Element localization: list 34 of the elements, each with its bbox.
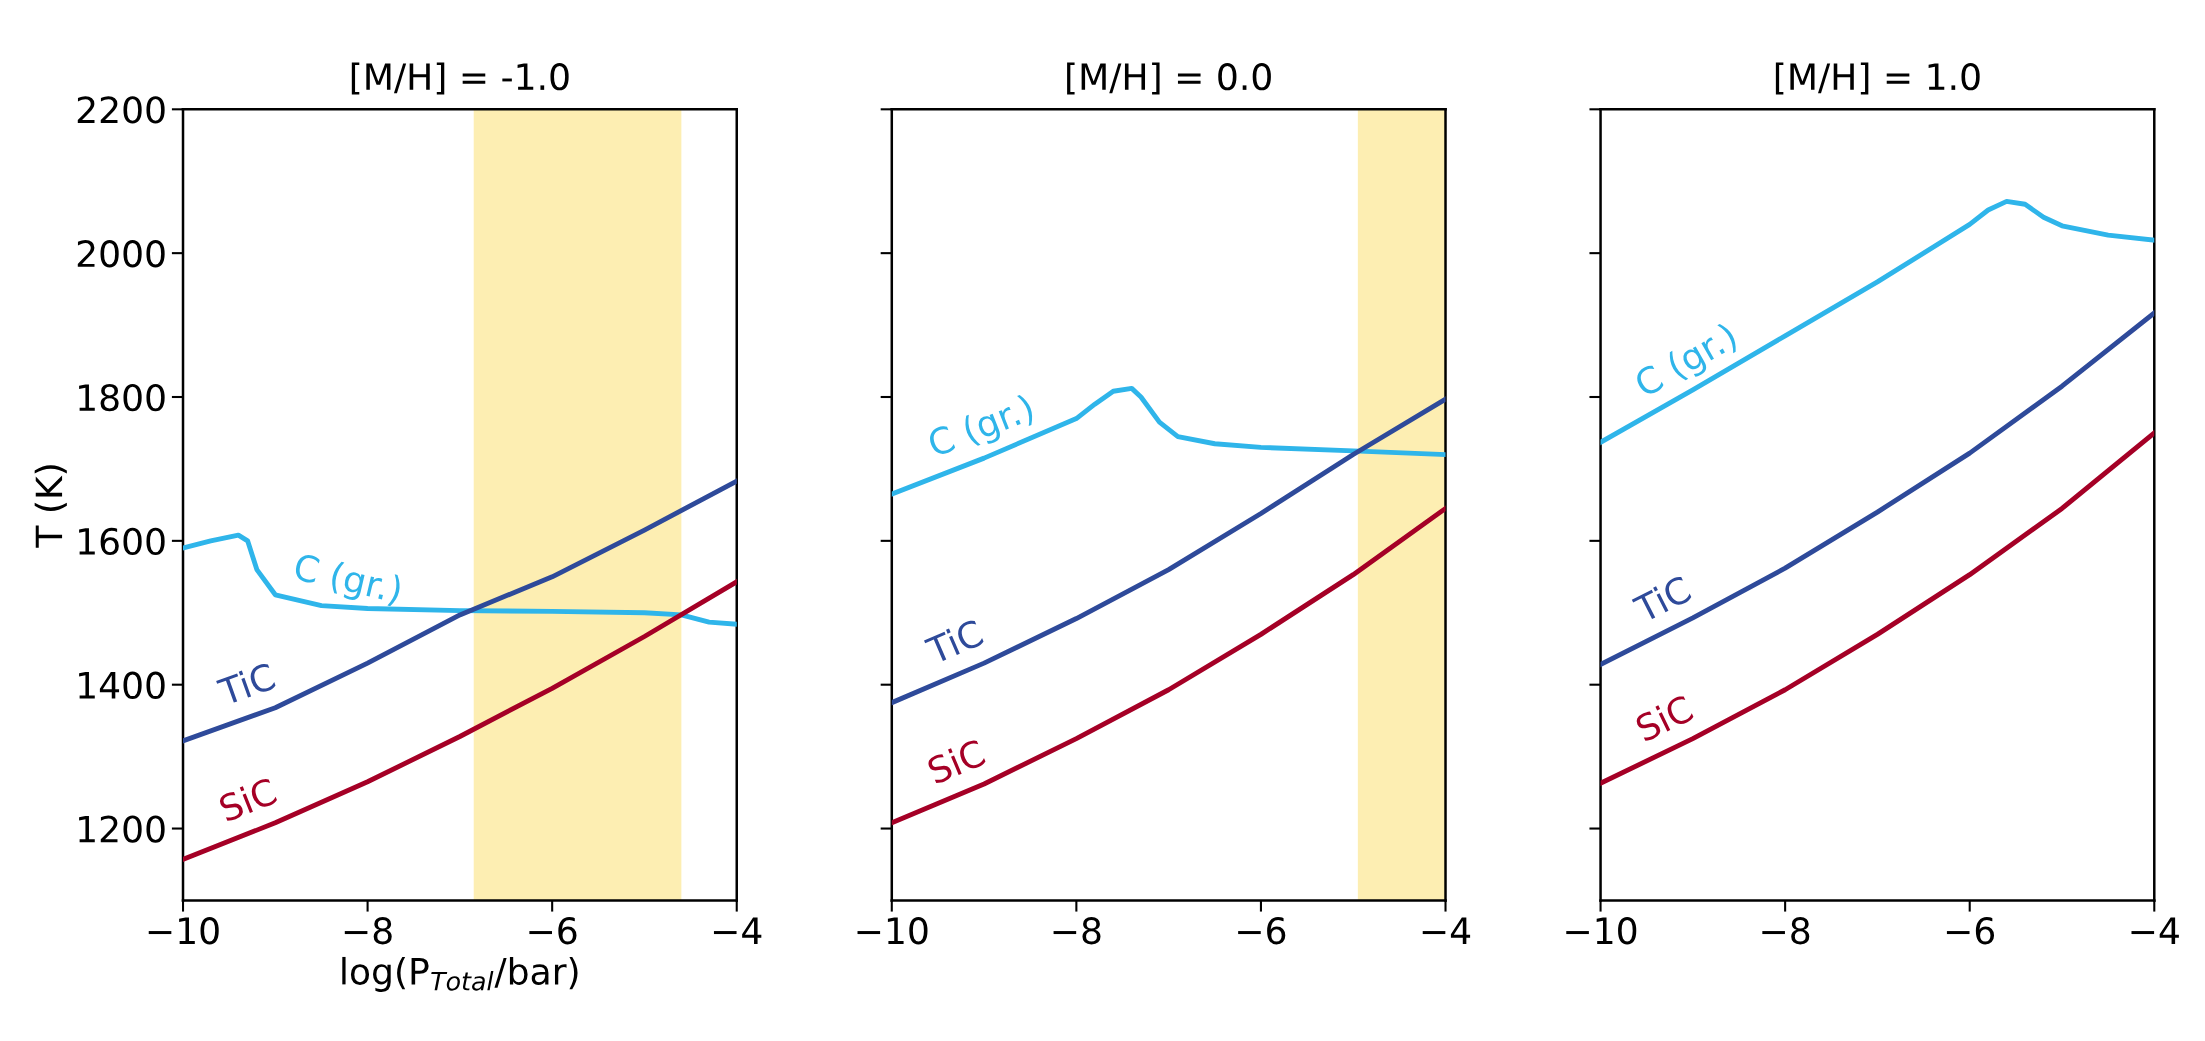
y-tick-label: 1600: [79, 527, 165, 556]
text: C (gr.): [926, 393, 1038, 464]
y-tick-label: 1800: [79, 383, 165, 412]
text: SiC: [1633, 693, 1695, 743]
chart-title: [M/H] = 0.0: [1067, 62, 1271, 95]
x-tick-label: −8: [1762, 917, 1810, 945]
x-tick-label: −6: [529, 917, 577, 945]
x-tick-label: −10: [1566, 917, 1637, 945]
x-tick-label: −10: [857, 917, 928, 945]
text: TiC: [215, 661, 277, 707]
text: C (gr.): [1632, 321, 1742, 404]
line-series: [183, 478, 737, 744]
x-tick-label: −10: [148, 917, 219, 945]
y-axis-title: T (K): [34, 465, 67, 548]
chart-title: [M/H] = 1.0: [1775, 62, 1980, 95]
x-tick-label: −8: [344, 917, 392, 945]
x-tick-label: −8: [1053, 917, 1101, 945]
x-tick-label: −6: [1946, 917, 1995, 945]
y-tick-label: 2200: [77, 96, 165, 124]
text: TiC: [923, 618, 985, 666]
text: TiC: [1631, 574, 1693, 624]
y-tick-label: 2000: [77, 240, 165, 268]
chart-title: [M/H] = -1.0: [351, 62, 569, 95]
text: C (gr.): [291, 552, 403, 611]
y-tick-label: 1200: [79, 815, 165, 843]
x-tick-label: −4: [1422, 917, 1471, 944]
line-series: [183, 532, 737, 627]
x-tick-label: −4: [713, 917, 762, 944]
text: SiC: [217, 776, 278, 823]
text: SiC: [925, 738, 987, 785]
x-axis-title: log(P$_{Total}$/bar): [342, 956, 578, 992]
y-tick-label: 1400: [79, 671, 165, 699]
x-tick-label: −6: [1238, 917, 1286, 945]
x-tick-label: −4: [2131, 917, 2179, 944]
